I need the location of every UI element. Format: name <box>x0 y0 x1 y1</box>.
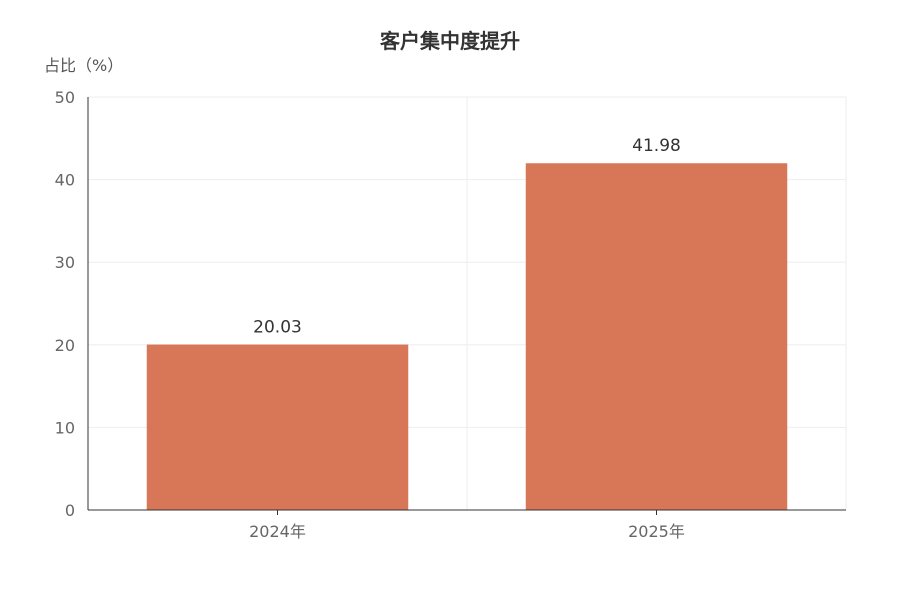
y-tick-label: 20 <box>55 336 75 355</box>
axis-layer <box>87 97 846 515</box>
y-tick-label: 10 <box>55 418 75 437</box>
x-tick-label: 2024年 <box>249 522 306 541</box>
x-tick-label: 2025年 <box>628 522 685 541</box>
y-tick-label: 50 <box>55 88 75 107</box>
y-tick-label: 40 <box>55 171 75 190</box>
data-label: 20.03 <box>253 318 302 338</box>
y-axis-title: 占比（%） <box>44 56 123 75</box>
y-tick-label: 30 <box>55 253 75 272</box>
data-label: 41.98 <box>632 136 681 156</box>
bar <box>525 163 788 511</box>
label-layer: 20.03 41.98 0 10 20 30 40 50 2024年 2025年 <box>55 88 685 541</box>
bar <box>146 344 409 510</box>
chart-title: 客户集中度提升 <box>379 29 520 53</box>
bar-layer <box>146 163 788 511</box>
y-tick-label: 0 <box>65 501 75 520</box>
